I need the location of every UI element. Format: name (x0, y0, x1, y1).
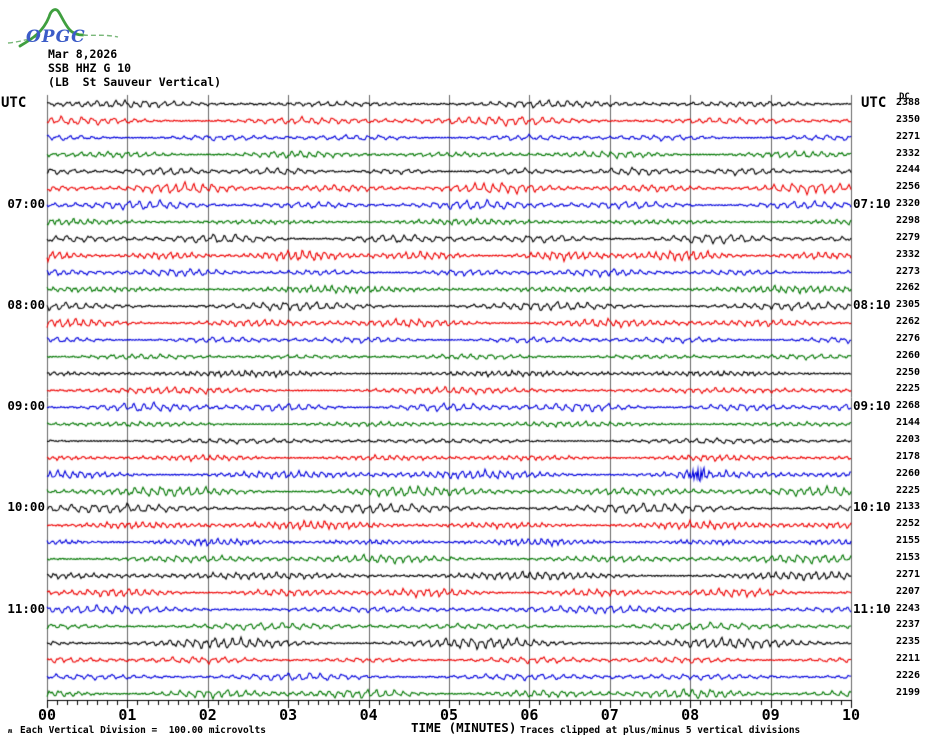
tick-label: 10 (841, 706, 861, 724)
tick-label: 08 (681, 706, 700, 724)
dc-value: 2155 (896, 535, 921, 547)
hour-label-left: 11:00 (7, 600, 45, 616)
dc-value: 2235 (896, 636, 921, 648)
dc-value: 2273 (896, 265, 921, 277)
dc-value: 2237 (896, 619, 921, 631)
dc-value: 2320 (896, 198, 921, 210)
tick-label: 01 (118, 706, 137, 724)
dc-value: 2350 (896, 113, 921, 125)
dc-value: 2298 (896, 214, 921, 226)
dc-value: 2133 (896, 501, 921, 513)
dc-value: 2276 (896, 332, 921, 344)
footer-clip-note: Traces clipped at plus/minus 5 vertical … (520, 725, 801, 736)
dc-value: 2153 (896, 551, 921, 563)
hour-label-left: 09:00 (7, 398, 45, 414)
footer-scale-note: Each Vertical Division = 100.00 microvol… (20, 725, 266, 736)
header-station: SSB HHZ G 10 (48, 61, 132, 75)
utc-header-left: UTC (1, 95, 27, 111)
header-location: (LB St Sauveur Vertical) (48, 75, 222, 89)
dc-header: DC (899, 92, 910, 102)
hour-label-left: 10:00 (7, 499, 45, 515)
dc-value: 2388 (896, 97, 921, 108)
dc-value: 2332 (896, 248, 921, 260)
header-date: Mar 8,2026 (48, 47, 118, 61)
dc-value: 2332 (896, 147, 921, 159)
hour-label-left: 08:00 (7, 297, 45, 313)
hour-label-right: 07:10 (853, 196, 891, 212)
dc-value: 2252 (896, 518, 921, 530)
hour-label-right: 10:10 (853, 499, 891, 515)
dc-value: 2203 (896, 434, 921, 445)
dc-value: 2243 (896, 602, 921, 614)
x-axis-title: TIME (MINUTES) (411, 720, 517, 735)
tick-label: 02 (198, 706, 217, 724)
dc-value: 2211 (896, 653, 921, 665)
dc-value: 2225 (896, 484, 921, 496)
logo-text: OPGC (26, 27, 86, 47)
logo-mountain-curve (18, 8, 85, 48)
hour-label-right: 11:10 (853, 600, 891, 616)
dc-value: 2279 (896, 231, 921, 243)
tick-label: 05 (439, 706, 459, 724)
dc-value: 2178 (896, 450, 921, 462)
dc-value: 2271 (896, 568, 921, 580)
dc-value: 2262 (896, 316, 921, 328)
hour-label-right: 08:10 (853, 297, 891, 313)
dc-value: 2268 (896, 400, 921, 412)
tick-label: 09 (761, 706, 780, 724)
tick-label: 03 (279, 706, 298, 724)
dc-value: 2250 (896, 366, 921, 378)
dc-value: 2260 (896, 349, 921, 361)
dc-value: 2244 (896, 164, 921, 176)
dc-value: 2144 (896, 417, 921, 429)
dc-value: 2226 (896, 669, 921, 681)
dc-value: 2260 (896, 467, 921, 479)
tick-label: 00 (37, 706, 57, 724)
dc-value: 2262 (896, 282, 921, 294)
dc-value: 2207 (896, 585, 921, 597)
utc-header-right: UTC (861, 95, 887, 111)
hour-label-left: 07:00 (7, 196, 45, 212)
dc-value: 2256 (896, 181, 921, 193)
logo-dashed-right (82, 34, 119, 38)
dc-value: 2271 (896, 130, 921, 142)
dc-value: 2305 (896, 299, 921, 311)
tick-label: 06 (520, 706, 539, 724)
footer-glyph: ʍ (8, 727, 13, 735)
hour-label-right: 09:10 (853, 398, 891, 414)
tick-label: 04 (359, 706, 378, 724)
tick-label: 07 (600, 706, 619, 724)
dc-value: 2225 (896, 383, 921, 395)
opgc-logo: OPGC (7, 8, 119, 48)
dc-value: 2199 (896, 686, 921, 698)
